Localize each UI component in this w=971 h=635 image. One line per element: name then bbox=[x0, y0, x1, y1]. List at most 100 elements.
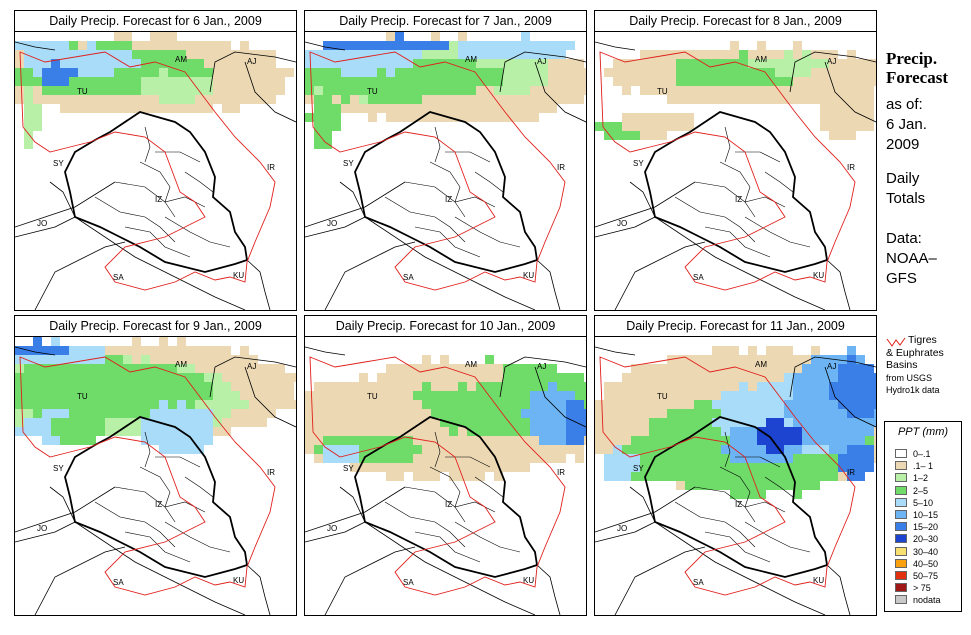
legend-label: .1– 1 bbox=[913, 461, 934, 472]
province-border bbox=[735, 456, 781, 468]
province-border bbox=[139, 466, 176, 523]
map-label: SY bbox=[343, 464, 354, 473]
sidebar-data-line2: NOAA– bbox=[886, 250, 937, 267]
province-border bbox=[114, 486, 206, 513]
iraq-border bbox=[354, 111, 539, 273]
country-border bbox=[246, 564, 271, 615]
legend-swatch bbox=[895, 558, 907, 568]
province-border bbox=[184, 476, 214, 498]
precip-map: AM AJ TU SY IR JO IZ SA KU bbox=[15, 32, 296, 310]
map-label: AM bbox=[755, 360, 767, 369]
legend-label: 1–2 bbox=[913, 473, 929, 484]
province-border bbox=[704, 226, 771, 258]
sidebar-daily-line1: Daily bbox=[886, 170, 920, 187]
country-border bbox=[15, 346, 56, 356]
province-border bbox=[674, 501, 756, 548]
legend-swatch bbox=[895, 522, 907, 532]
province-border bbox=[674, 196, 756, 243]
map-label: AJ bbox=[247, 362, 256, 371]
map-label: SY bbox=[633, 159, 644, 168]
forecast-panel-1: Daily Precip. Forecast for 6 Jan., 2009 … bbox=[14, 10, 297, 311]
legend-swatch bbox=[895, 595, 907, 605]
country-border bbox=[824, 61, 876, 123]
province-border bbox=[404, 486, 496, 513]
province-border bbox=[164, 216, 231, 248]
legend-swatch bbox=[895, 571, 907, 580]
province-border bbox=[724, 431, 731, 468]
map-label: IZ bbox=[445, 500, 452, 509]
iraq-border bbox=[644, 111, 829, 273]
country-border bbox=[534, 366, 586, 428]
map-label: IZ bbox=[445, 195, 452, 204]
basin-note: Tigres & Euphrates Basins from USGS Hydr… bbox=[886, 334, 966, 397]
basin-outline bbox=[309, 356, 566, 596]
country-border bbox=[614, 546, 706, 615]
country-border bbox=[595, 216, 826, 310]
province-border bbox=[724, 126, 731, 163]
basin-note-line3: Basins bbox=[886, 359, 918, 371]
province-border bbox=[454, 216, 521, 248]
country-border bbox=[244, 61, 296, 123]
precip-map: AM AJ TU SY IR JO IZ SA KU bbox=[595, 346, 876, 615]
precip-map: AM AJ TU SY IR JO IZ SA KU bbox=[305, 346, 586, 615]
map-label: IR bbox=[847, 163, 855, 172]
map-label: AJ bbox=[827, 57, 836, 66]
panel-title: Daily Precip. Forecast for 10 Jan., 2009 bbox=[305, 316, 586, 337]
country-border bbox=[826, 564, 851, 615]
legend-swatch bbox=[895, 485, 907, 495]
basin-line-icon bbox=[886, 337, 906, 347]
country-border bbox=[629, 486, 656, 523]
map-label: JO bbox=[37, 524, 47, 533]
iraq-border bbox=[644, 416, 829, 578]
map-label: IZ bbox=[155, 500, 162, 509]
sidebar-date-line2: 2009 bbox=[886, 136, 920, 153]
province-border bbox=[434, 126, 441, 163]
country-border bbox=[34, 241, 126, 310]
basin-note-line4: from USGS bbox=[886, 372, 933, 383]
map-label: AM bbox=[465, 360, 477, 369]
basin-outline bbox=[599, 51, 856, 291]
legend-label: 2–5 bbox=[913, 485, 929, 496]
map-label: AJ bbox=[247, 57, 256, 66]
map-label: JO bbox=[327, 524, 337, 533]
province-border bbox=[735, 151, 781, 163]
precip-map: AM AJ TU SY IR JO IZ SA KU bbox=[595, 41, 876, 310]
province-border bbox=[434, 431, 441, 468]
legend-swatch bbox=[895, 497, 907, 507]
country-border bbox=[595, 41, 636, 51]
province-border bbox=[764, 476, 794, 498]
map-label: SY bbox=[53, 464, 64, 473]
country-border bbox=[339, 486, 366, 523]
country-border bbox=[789, 51, 876, 93]
province-border bbox=[764, 171, 794, 193]
province-border bbox=[429, 161, 466, 218]
legend-swatch bbox=[895, 546, 907, 556]
legend-label: 0–.1 bbox=[913, 449, 931, 459]
country-border bbox=[246, 259, 271, 310]
province-border bbox=[139, 161, 176, 218]
country-border bbox=[595, 486, 696, 533]
country-border bbox=[595, 346, 636, 356]
country-border bbox=[15, 41, 56, 51]
sidebar-daily-line2: Totals bbox=[886, 190, 926, 207]
province-border bbox=[474, 171, 504, 193]
country-border bbox=[536, 259, 561, 310]
country-border bbox=[49, 181, 76, 218]
province-border bbox=[704, 531, 771, 563]
country-border bbox=[305, 346, 346, 356]
country-border bbox=[305, 216, 536, 310]
province-border bbox=[384, 501, 466, 548]
map-label: TU bbox=[657, 392, 668, 401]
map-label: JO bbox=[617, 219, 627, 228]
map-label: SY bbox=[633, 464, 644, 473]
sidebar-data-line3: GFS bbox=[886, 270, 917, 287]
map-label: TU bbox=[657, 87, 668, 96]
legend-label: > 75 bbox=[913, 583, 931, 594]
legend-label: 30–40 bbox=[913, 546, 939, 557]
iraq-border bbox=[354, 416, 539, 578]
basin-note-line2: & Euphrates bbox=[886, 346, 944, 359]
legend-label: 15–20 bbox=[913, 522, 939, 533]
country-border bbox=[499, 51, 586, 93]
map-label: TU bbox=[77, 87, 88, 96]
country-border bbox=[789, 356, 876, 398]
